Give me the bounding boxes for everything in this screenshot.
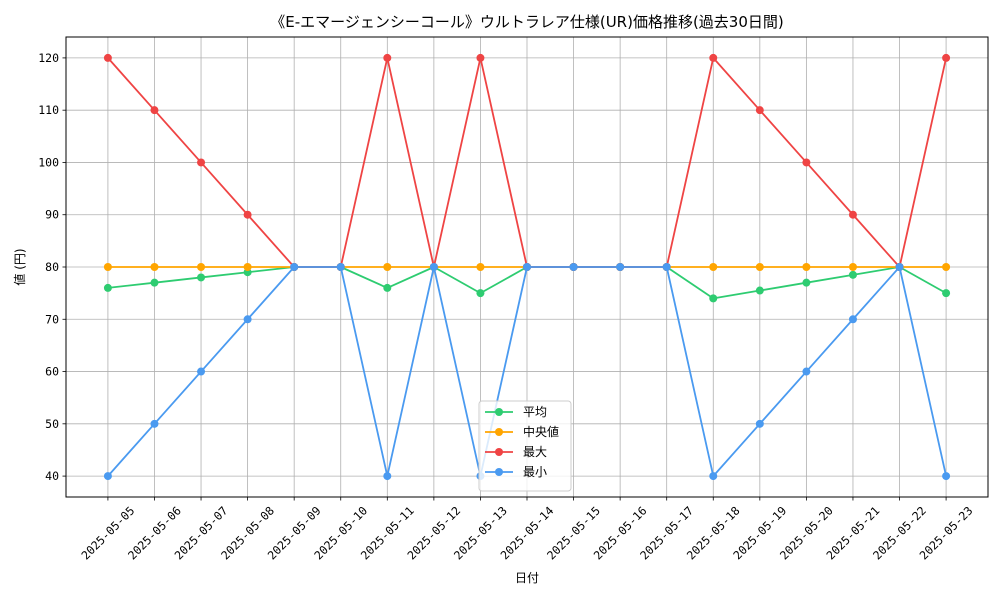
data-point-mean (709, 294, 718, 303)
data-point-min (197, 367, 206, 376)
data-point-min (848, 315, 857, 324)
data-point-mean (755, 286, 764, 295)
data-point-median (848, 263, 857, 271)
y-tick-label: 80 (45, 260, 59, 274)
data-point-min (616, 263, 625, 271)
y-axis: 40 50 60 70 80 90 100 110 120 (38, 51, 66, 483)
legend-swatch-marker (495, 468, 503, 476)
legend-swatch-marker (495, 448, 503, 456)
data-point-median (802, 263, 811, 271)
legend-item-median: 中央値 (485, 424, 559, 439)
y-tick-label: 90 (45, 208, 59, 222)
data-point-min (150, 419, 159, 428)
legend-label: 平均 (523, 405, 547, 419)
y-tick-label: 60 (45, 365, 59, 379)
data-point-max (755, 106, 764, 115)
legend-item-min: 最小 (485, 465, 547, 479)
data-point-max (103, 53, 112, 62)
data-point-mean (802, 278, 811, 287)
series-min (103, 263, 951, 481)
data-point-median (150, 263, 159, 271)
legend-frame (478, 400, 572, 492)
data-point-min (942, 472, 951, 481)
data-point-min (383, 472, 392, 481)
legend-swatch-marker (495, 428, 503, 436)
data-point-mean (848, 270, 857, 279)
data-point-max (197, 158, 206, 167)
data-point-min (243, 315, 252, 324)
y-tick-label: 120 (38, 51, 59, 65)
data-point-min (290, 263, 299, 271)
chart-title: 《E-エマージェンシーコール》ウルトラレア仕様(UR)価格推移(過去30日間) (270, 13, 784, 31)
data-point-mean (197, 273, 206, 282)
y-tick-label: 50 (45, 417, 59, 431)
data-point-median (755, 263, 764, 271)
data-point-min (103, 472, 112, 481)
data-point-min (709, 472, 718, 481)
data-point-min (895, 263, 904, 271)
data-point-min (569, 263, 578, 271)
data-point-mean (476, 289, 485, 298)
data-point-max (848, 210, 857, 219)
legend-swatch-marker (495, 408, 503, 416)
data-point-median (476, 263, 485, 271)
data-point-median (709, 263, 718, 271)
data-point-min (336, 263, 345, 271)
data-point-max (802, 158, 811, 167)
data-point-min (802, 367, 811, 376)
legend-label: 最小 (523, 465, 547, 479)
legend-label: 中央値 (523, 424, 559, 439)
y-axis-label: 値 (円) (12, 248, 27, 285)
x-axis-label: 日付 (515, 571, 539, 585)
data-point-min (523, 263, 531, 271)
data-point-median (383, 263, 392, 271)
data-point-mean (942, 289, 951, 298)
y-tick-label: 100 (38, 155, 59, 169)
data-point-max (942, 53, 951, 62)
data-point-median (103, 263, 112, 271)
data-point-median (243, 263, 252, 271)
legend-item-mean: 平均 (485, 405, 547, 419)
data-point-median (942, 263, 951, 271)
data-point-max (383, 53, 392, 62)
y-tick-label: 40 (45, 469, 59, 483)
legend-item-max: 最大 (485, 445, 547, 459)
data-point-mean (150, 278, 159, 287)
data-point-min (429, 263, 438, 271)
legend-label: 最大 (523, 445, 547, 459)
data-point-mean (103, 283, 112, 292)
data-point-median (197, 263, 206, 271)
data-point-mean (383, 283, 392, 292)
data-point-min (755, 419, 764, 428)
data-point-max (709, 53, 718, 62)
y-tick-label: 110 (38, 103, 59, 117)
data-point-min (662, 263, 671, 271)
y-tick-label: 70 (45, 312, 59, 326)
series-layer (103, 53, 951, 481)
data-point-max (476, 53, 485, 62)
data-point-max (243, 210, 252, 219)
data-point-max (150, 106, 159, 115)
